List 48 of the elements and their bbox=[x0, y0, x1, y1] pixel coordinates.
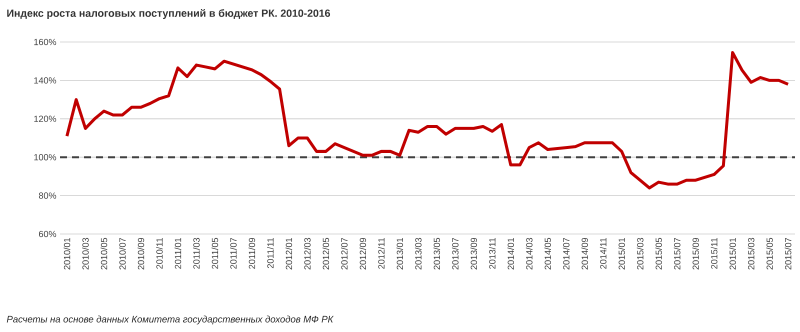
x-tick-label: 2013/01 bbox=[396, 238, 404, 270]
x-tick-label: 2015/07 bbox=[784, 238, 792, 270]
x-tick-label: 2010/05 bbox=[100, 238, 108, 270]
x-tick-label: 2014/05 bbox=[544, 238, 551, 270]
x-tick-label: 2010/03 bbox=[82, 238, 89, 270]
x-tick-label: 2015/07 bbox=[674, 238, 680, 270]
y-tick-label: 140% bbox=[34, 77, 56, 84]
y-tick-label: 120% bbox=[34, 116, 56, 122]
x-tick-label: 2015/01 bbox=[618, 238, 625, 270]
x-tick-label: 2011/09 bbox=[248, 238, 256, 269]
y-tick-label: 80% bbox=[38, 192, 56, 199]
x-tick-label: 2013/05 bbox=[433, 238, 440, 270]
x-tick-label: 2011/07 bbox=[230, 238, 237, 269]
x-tick-label: 2011/11 bbox=[267, 238, 274, 268]
y-tick-label: 100% bbox=[34, 154, 56, 160]
x-tick-label: 2010/11 bbox=[156, 238, 163, 269]
x-tick-label: 2010/07 bbox=[119, 238, 126, 270]
x-tick-label: 2012/05 bbox=[322, 238, 330, 270]
x-tick-label: 2010/09 bbox=[138, 238, 144, 270]
x-tick-label: 2014/03 bbox=[526, 238, 533, 270]
y-tick-label: 60% bbox=[38, 230, 56, 238]
chart-title: Индекс роста налоговых поступлений в бюджет РК. 2010-2016 bbox=[7, 9, 330, 19]
x-tick-label: 2012/07 bbox=[341, 238, 348, 270]
x-tick-label: 2011/05 bbox=[212, 238, 218, 269]
x-tick-label: 2010/01 bbox=[64, 238, 70, 270]
x-tick-label: 2013/11 bbox=[488, 238, 496, 269]
x-tick-label: 2014/01 bbox=[507, 238, 514, 270]
x-tick-label: 2015/11 bbox=[710, 238, 718, 269]
x-tick-label: 2015/03 bbox=[636, 238, 644, 270]
x-tick-label: 2012/01 bbox=[286, 238, 292, 270]
x-tick-label: 2014/09 bbox=[581, 238, 588, 270]
text: Расчеты на основе данных Комитета государственных доходов МФ РК bbox=[6, 316, 334, 324]
x-tick-label: 2015/03 bbox=[748, 238, 754, 270]
x-tick-label: 2015/05 bbox=[655, 238, 662, 270]
x-tick-label: 2014/11 bbox=[600, 238, 606, 269]
x-tick-label: 2015/01 bbox=[729, 238, 736, 270]
x-tick-label: 2013/09 bbox=[470, 238, 478, 270]
x-tick-label: 2011/01 bbox=[174, 238, 182, 269]
x-tick-label: 2014/07 bbox=[562, 238, 570, 270]
x-tick-label: 2015/05 bbox=[766, 238, 773, 270]
x-tick-label: 2011/03 bbox=[193, 238, 200, 269]
x-tick-label: 2012/11 bbox=[378, 238, 385, 269]
x-tick-label: 2013/07 bbox=[452, 238, 459, 270]
x-tick-label: 2012/09 bbox=[359, 238, 366, 270]
y-tick-label: 160% bbox=[34, 38, 56, 46]
x-tick-label: 2012/03 bbox=[304, 238, 311, 270]
x-tick-label: 2015/09 bbox=[692, 238, 699, 270]
x-tick-label: 2013/03 bbox=[414, 238, 422, 270]
